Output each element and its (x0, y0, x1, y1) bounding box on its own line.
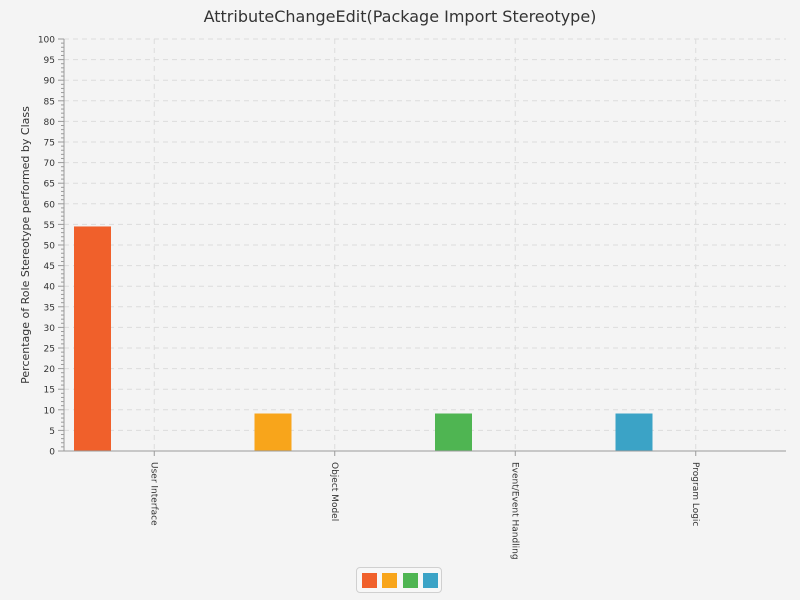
legend-swatch-0 (362, 573, 377, 588)
y-tick-label: 80 (44, 118, 56, 128)
y-tick-label: 0 (49, 448, 55, 458)
y-tick-label: 70 (44, 159, 56, 169)
x-tick-label: Event/Event Handling (509, 462, 519, 560)
chart-title: AttributeChangeEdit(Package Import Stere… (203, 7, 597, 26)
legend-swatch-2 (403, 573, 418, 588)
y-tick-label: 30 (44, 324, 56, 334)
y-tick-label: 45 (44, 262, 55, 272)
legend-swatch-3 (423, 573, 438, 588)
bar-2 (435, 413, 472, 451)
x-tick-label: Program Logic (690, 462, 700, 526)
y-tick-label: 15 (44, 386, 55, 396)
bar-0 (74, 226, 111, 451)
y-tick-label: 85 (44, 97, 55, 107)
y-tick-label: 75 (44, 139, 55, 149)
y-tick-label: 5 (49, 427, 55, 437)
y-tick-label: 55 (44, 221, 55, 231)
y-tick-label: 100 (38, 36, 55, 46)
y-tick-label: 60 (44, 200, 56, 210)
legend-swatch-1 (382, 573, 397, 588)
y-tick-label: 25 (44, 345, 55, 355)
x-tick-label: Object Model (329, 462, 339, 521)
y-tick-label: 20 (44, 365, 56, 375)
y-tick-label: 50 (44, 242, 56, 252)
y-tick-label: 95 (44, 56, 55, 66)
y-tick-label: 35 (44, 303, 55, 313)
y-tick-label: 65 (44, 180, 55, 190)
x-tick-label: User Interface (148, 462, 158, 526)
y-tick-label: 90 (44, 77, 56, 87)
y-tick-label: 40 (44, 283, 56, 293)
legend (356, 567, 442, 593)
bar-3 (615, 413, 653, 451)
y-axis-label: Percentage of Role Stereotype performed … (19, 106, 32, 384)
bar-1 (254, 413, 292, 451)
y-tick-label: 10 (44, 406, 56, 416)
